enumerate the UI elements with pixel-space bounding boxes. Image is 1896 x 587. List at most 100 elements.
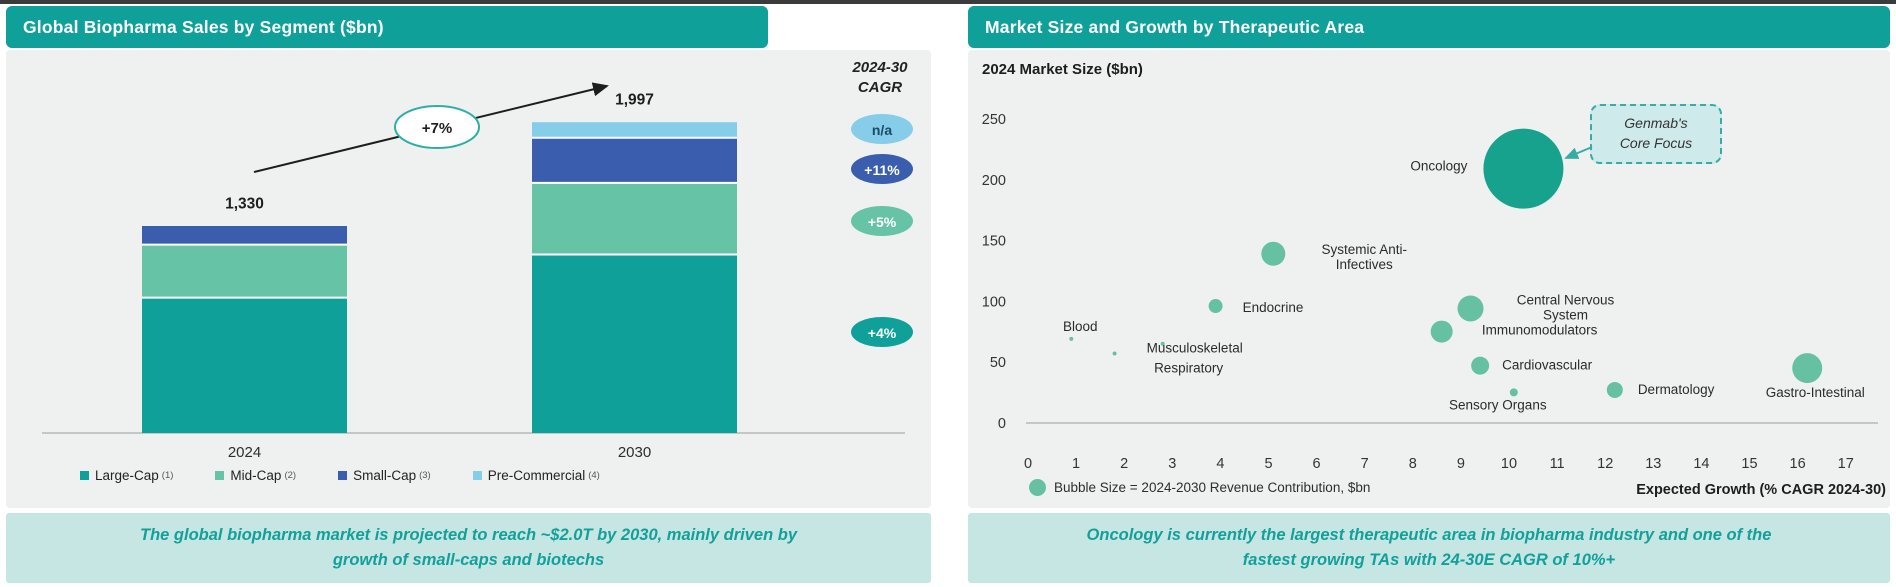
x-tick-label: 12 xyxy=(1597,456,1613,472)
legend-footnote: (4) xyxy=(588,470,600,481)
legend-item-large-cap: Large-Cap (1) xyxy=(80,468,173,483)
x-tick-label: 4 xyxy=(1216,456,1224,472)
bubble-dermatology xyxy=(1606,381,1623,398)
bar-segment-large-cap-2030 xyxy=(532,254,737,433)
bubble-label: Endocrine xyxy=(1243,300,1304,315)
y-tick-label: 50 xyxy=(990,355,1006,371)
top-edge-strip xyxy=(0,0,1896,4)
bubble-label: Oncology xyxy=(1410,158,1467,173)
cagr-badge-label: n/a xyxy=(872,122,892,138)
bubble-central-nervous xyxy=(1457,295,1484,322)
right-takeaway-banner: Oncology is currently the largest therap… xyxy=(968,513,1890,583)
cagr-column-header: 2024-30 CAGR xyxy=(852,59,908,96)
bubble-label: Musculoskeletal xyxy=(1147,340,1243,355)
bar-segment-mid-cap-2024 xyxy=(142,244,347,298)
legend-item-mid-cap: Mid-Cap (2) xyxy=(215,468,296,483)
y-tick-label: 200 xyxy=(982,173,1006,189)
right-chart-panel xyxy=(968,50,1890,508)
legend-swatch xyxy=(215,471,225,480)
x-tick-label: 5 xyxy=(1264,456,1272,472)
growth-oval-label: +7% xyxy=(422,120,452,137)
x-axis-title: Expected Growth (% CAGR 2024-30) xyxy=(1636,482,1886,498)
growth-oval xyxy=(394,105,480,149)
bubble-blood xyxy=(1069,336,1074,341)
cagr-badge-large-cap xyxy=(851,317,913,347)
y-tick-label: 100 xyxy=(982,294,1006,310)
bubble-size-legend: Bubble Size = 2024-2030 Revenue Contribu… xyxy=(1029,479,1370,496)
bubble-respiratory xyxy=(1112,351,1117,356)
legend-item-small-cap: Small-Cap (3) xyxy=(338,468,431,483)
legend-item-pre-commercial: Pre-Commercial (4) xyxy=(472,468,600,483)
left-chart-title: Global Biopharma Sales by Segment ($bn) xyxy=(6,6,768,48)
bubble-label: Gastro-Intestinal xyxy=(1766,385,1865,400)
bubble-label: Respiratory xyxy=(1154,360,1223,375)
cagr-badge-label: +5% xyxy=(868,214,897,230)
legend-swatch xyxy=(80,471,89,480)
bar-category-label: 2024 xyxy=(228,444,261,461)
y-tick-label: 150 xyxy=(982,234,1006,250)
x-tick-label: 6 xyxy=(1313,456,1321,472)
bar-total-label: 1,997 xyxy=(615,91,654,108)
x-tick-label: 8 xyxy=(1409,456,1417,472)
bubble-sensory-organs xyxy=(1509,388,1518,397)
x-tick-label: 15 xyxy=(1741,456,1757,472)
x-tick-label: 16 xyxy=(1790,456,1806,472)
x-tick-label: 3 xyxy=(1168,456,1176,472)
legend-swatch xyxy=(338,471,348,480)
bar-segment-pre-commercial-2030 xyxy=(532,122,737,138)
genmab-core-focus-callout: Genmab's Core Focus xyxy=(1590,104,1722,164)
cagr-badge-mid-cap xyxy=(851,206,913,236)
bar-segment-large-cap-2024 xyxy=(142,297,347,433)
left-takeaway-banner: The global biopharma market is projected… xyxy=(6,513,931,583)
y-tick-label: 0 xyxy=(998,416,1006,432)
bar-category-label: 2030 xyxy=(618,444,651,461)
y-tick-label: 250 xyxy=(982,112,1006,128)
x-tick-label: 10 xyxy=(1501,456,1517,472)
legend-label: Small-Cap xyxy=(353,468,417,483)
right-chart-title: Market Size and Growth by Therapeutic Ar… xyxy=(968,6,1890,48)
callout-arrow xyxy=(1564,146,1593,159)
x-tick-label: 13 xyxy=(1645,456,1661,472)
bubble-legend-icon xyxy=(1029,479,1046,496)
x-tick-label: 17 xyxy=(1838,456,1854,472)
legend-label: Mid-Cap xyxy=(230,468,282,483)
cagr-badge-small-cap xyxy=(851,154,913,184)
bar-segment-mid-cap-2030 xyxy=(532,182,737,255)
bar-segment-small-cap-2024 xyxy=(142,226,347,245)
legend-footnote: (1) xyxy=(161,470,174,481)
legend-footnote: (3) xyxy=(419,470,431,481)
bubble-systemic-anti- xyxy=(1261,241,1286,266)
bubble-endocrine xyxy=(1208,299,1223,314)
x-tick-label: 2 xyxy=(1120,456,1128,472)
x-tick-label: 11 xyxy=(1550,456,1565,472)
bar-legend: Large-Cap (1) Mid-Cap (2) Small-Cap (3) Pre-Co… xyxy=(80,468,600,483)
bubble-oncology xyxy=(1483,128,1564,209)
bubble-label: Systemic Anti-Infectives xyxy=(1322,241,1408,271)
legend-footnote: (2) xyxy=(284,470,297,481)
cagr-badge-label: +11% xyxy=(864,162,900,178)
bubble-legend-text: Bubble Size = 2024-2030 Revenue Contribu… xyxy=(1054,480,1371,495)
bar-segment-small-cap-2030 xyxy=(532,137,737,183)
bar-total-label: 1,330 xyxy=(225,195,264,212)
bubble-musculoskeletal xyxy=(1160,341,1165,346)
bubble-gastro-intestinal xyxy=(1792,353,1823,384)
bubble-label: Immunomodulators xyxy=(1482,322,1598,337)
legend-label: Large-Cap xyxy=(95,468,159,483)
y-axis-title: 2024 Market Size ($bn) xyxy=(982,61,1143,78)
bubble-cardiovascular xyxy=(1471,356,1490,375)
cagr-badge-pre-commercial xyxy=(851,114,913,144)
x-tick-label: 14 xyxy=(1693,456,1709,472)
legend-swatch xyxy=(472,471,482,480)
bubble-label: Central Nervous System xyxy=(1517,292,1615,322)
bubble-label: Cardiovascular xyxy=(1502,357,1593,372)
bubble-immunomodulators xyxy=(1430,320,1453,343)
x-tick-label: 7 xyxy=(1361,456,1369,472)
bubble-label: Sensory Organs xyxy=(1449,397,1547,412)
cagr-badge-label: +4% xyxy=(868,325,897,341)
legend-label: Pre-Commercial xyxy=(487,468,586,483)
x-tick-label: 1 xyxy=(1072,456,1080,472)
x-tick-label: 9 xyxy=(1457,456,1465,472)
